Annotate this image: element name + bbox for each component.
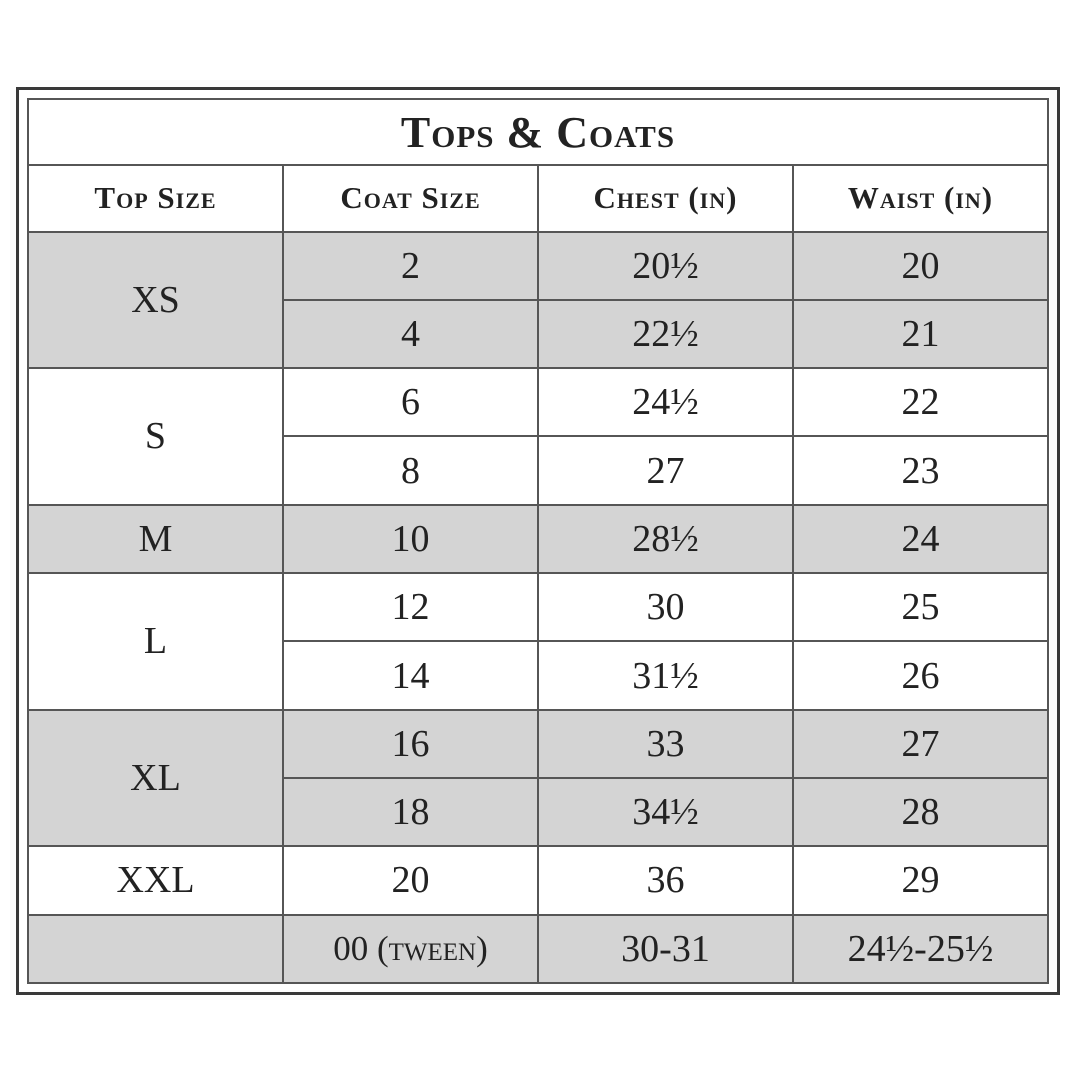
chest-cell: 36 xyxy=(537,845,794,916)
title-row: Tops & Coats xyxy=(27,97,1049,167)
chest-cell: 30 xyxy=(537,572,794,643)
top-size-cell-xs: XS xyxy=(27,230,284,370)
table-row-l-1: L 12 30 25 xyxy=(27,572,1049,711)
table-row-xl-1: XL 16 33 27 xyxy=(27,708,1049,848)
coat-size-cell: 20 xyxy=(282,845,539,916)
table-row-xs-2: 4 22½ 21 xyxy=(28,298,1049,370)
chest-cell: 31½ xyxy=(537,640,794,711)
waist-cell: 22 xyxy=(792,367,1049,438)
top-size-cell-xl: XL xyxy=(27,708,284,848)
chest-cell: 30-31 xyxy=(537,913,794,985)
header-top-size: Top Size xyxy=(27,164,284,233)
waist-cell: 28 xyxy=(792,776,1049,848)
top-size-cell-m: M xyxy=(27,503,284,575)
top-size-cell-s: S xyxy=(27,367,284,506)
chest-cell: 34½ xyxy=(537,776,794,848)
waist-cell: 24 xyxy=(792,503,1049,575)
coat-size-cell: 2 xyxy=(282,230,539,301)
table-row-l-2: 14 31½ 26 xyxy=(28,640,1049,711)
table-row-xl-2: 18 34½ 28 xyxy=(28,776,1049,848)
chest-cell: 22½ xyxy=(537,298,794,370)
top-size-cell-xxl: XXL xyxy=(27,845,284,916)
header-coat-size: Coat Size xyxy=(282,164,539,233)
chest-cell: 20½ xyxy=(537,230,794,301)
coat-size-cell: 18 xyxy=(282,776,539,848)
chest-cell: 27 xyxy=(537,435,794,506)
header-waist: Waist (in) xyxy=(792,164,1049,233)
table-row-xxl: XXL 20 36 29 xyxy=(27,845,1049,916)
header-chest: Chest (in) xyxy=(537,164,794,233)
header-row: Top Size Coat Size Chest (in) Waist (in) xyxy=(27,164,1049,233)
chest-cell: 24½ xyxy=(537,367,794,438)
waist-cell: 23 xyxy=(792,435,1049,506)
waist-cell: 21 xyxy=(792,298,1049,370)
table-row-s-2: 8 27 23 xyxy=(28,435,1049,506)
waist-cell: 20 xyxy=(792,230,1049,301)
top-size-cell-empty xyxy=(27,913,284,985)
table-row-xs-1: XS 2 20½ 20 xyxy=(27,230,1049,370)
waist-cell: 26 xyxy=(792,640,1049,711)
chest-cell: 33 xyxy=(537,708,794,779)
table-row-m: M 10 28½ 24 xyxy=(27,503,1049,575)
size-chart-table: Tops & Coats Top Size Coat Size Chest (i… xyxy=(27,97,1049,985)
coat-size-cell: 10 xyxy=(282,503,539,575)
coat-size-cell: 4 xyxy=(282,298,539,370)
coat-size-cell: 14 xyxy=(282,640,539,711)
coat-size-cell: 12 xyxy=(282,572,539,643)
chest-cell: 28½ xyxy=(537,503,794,575)
coat-size-cell: 6 xyxy=(282,367,539,438)
waist-cell: 27 xyxy=(792,708,1049,779)
top-size-cell-l: L xyxy=(27,572,284,711)
waist-cell: 25 xyxy=(792,572,1049,643)
size-chart-frame: Tops & Coats Top Size Coat Size Chest (i… xyxy=(16,87,1060,995)
waist-cell: 24½-25½ xyxy=(792,913,1049,985)
waist-cell: 29 xyxy=(792,845,1049,916)
coat-size-cell: 8 xyxy=(282,435,539,506)
table-row-s-1: S 6 24½ 22 xyxy=(27,367,1049,506)
chart-title: Tops & Coats xyxy=(27,97,1049,167)
coat-size-cell: 16 xyxy=(282,708,539,779)
table-row-tween: 00 (tween) 30-31 24½-25½ xyxy=(27,913,1049,985)
coat-size-cell: 00 (tween) xyxy=(282,913,539,985)
